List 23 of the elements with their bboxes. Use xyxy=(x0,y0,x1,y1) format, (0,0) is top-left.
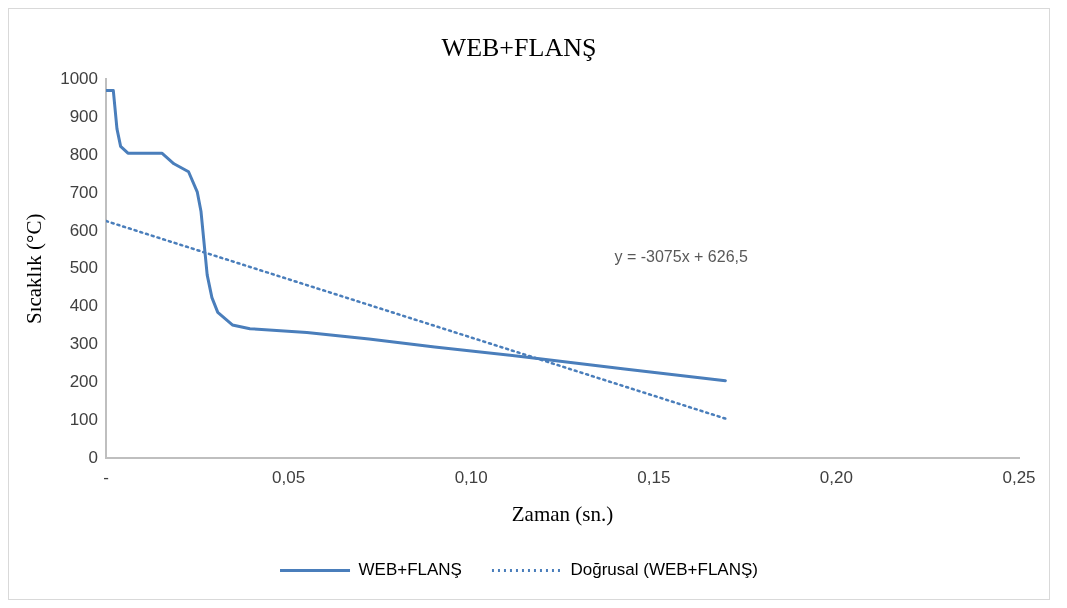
x-tick-label: 0,20 xyxy=(819,468,853,488)
x-axis-title: Zaman (sn.) xyxy=(511,501,614,526)
y-tick-label: 200 xyxy=(69,372,99,392)
x-tick-label: 0,15 xyxy=(637,468,671,488)
y-tick-label: 0 xyxy=(88,448,99,468)
chart-title: WEB+FLANŞ xyxy=(441,33,597,63)
y-tick-label: 400 xyxy=(69,296,99,316)
y-axis-title: Sıcaklık (°C) xyxy=(22,213,47,325)
y-tick-label: 500 xyxy=(69,258,99,278)
y-tick-label: 900 xyxy=(69,106,99,126)
y-tick-label: 600 xyxy=(69,220,99,240)
x-tick-label: 0,25 xyxy=(1002,468,1036,488)
y-tick-label: 100 xyxy=(69,410,99,430)
y-tick-label: 300 xyxy=(69,334,99,354)
y-tick-label: 1000 xyxy=(60,68,99,88)
legend-label: WEB+FLANŞ xyxy=(358,560,462,580)
x-tick-label: - xyxy=(103,468,109,488)
x-tick-label: 0,05 xyxy=(272,468,306,488)
y-tick-label: 700 xyxy=(69,182,99,202)
x-tick-label: 0,10 xyxy=(454,468,488,488)
y-tick-label: 800 xyxy=(69,144,99,164)
legend-label: Doğrusal (WEB+FLANŞ) xyxy=(570,560,758,580)
annotation: y = -3075x + 626,5 xyxy=(614,247,749,265)
